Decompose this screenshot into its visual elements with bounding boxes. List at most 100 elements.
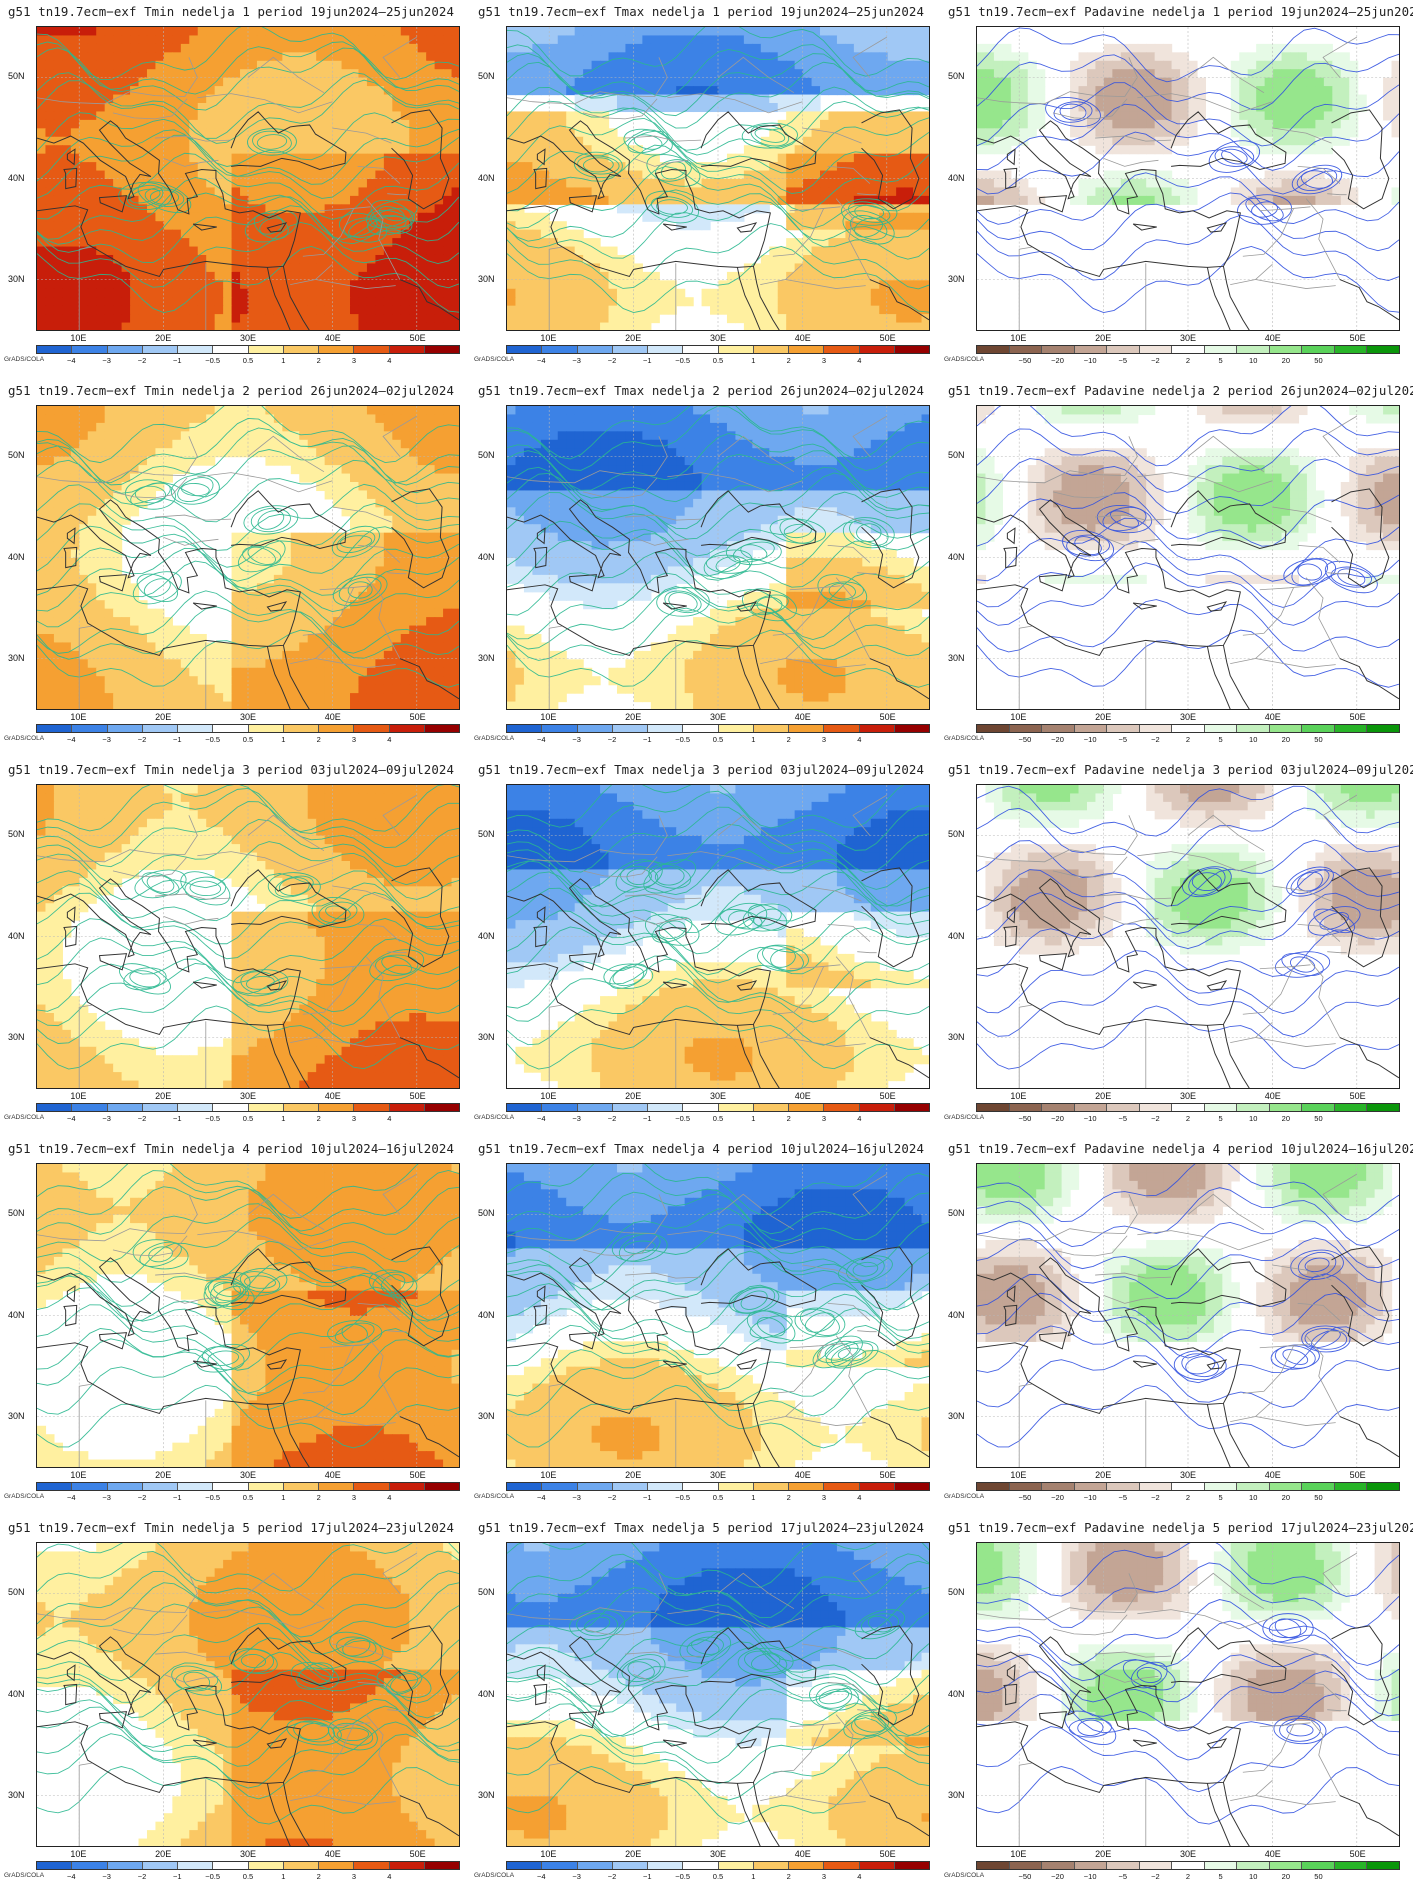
colorbar-tick-label: −0.5: [205, 356, 220, 365]
colorbar-swatch: [1172, 725, 1205, 732]
grads-credit: GrADS/COLA: [944, 735, 984, 742]
colorbar-tick-label: −1: [643, 1872, 652, 1881]
lat-label: 40N: [948, 931, 965, 941]
anomaly-field: [977, 406, 1399, 584]
lat-label: 40N: [478, 552, 495, 562]
lon-label: 50E: [410, 1091, 426, 1101]
colorbar-swatch: [1237, 1483, 1270, 1490]
colorbar-swatch: [424, 1862, 459, 1869]
colorbar-swatch: [977, 1104, 1010, 1111]
lat-label: 30N: [948, 1032, 965, 1042]
graticule: [37, 406, 459, 709]
lat-label: 30N: [8, 1032, 25, 1042]
colorbar-tick-label: 2: [1186, 356, 1190, 365]
map-panel-precip-week-4: g51 tn19.7ecm−exf Padavine nedelja 4 per…: [940, 1137, 1413, 1516]
colorbar-swatch: [648, 1483, 684, 1490]
colorbar-swatch: [72, 1104, 108, 1111]
map-svg: [977, 1543, 1399, 1846]
lon-label: 20E: [1095, 1470, 1111, 1480]
grads-credit: GrADS/COLA: [474, 1872, 514, 1879]
colorbar-tick-label: 50: [1314, 735, 1322, 744]
panel-title: g51 tn19.7ecm−exf Padavine nedelja 4 per…: [948, 1141, 1413, 1156]
colorbar-tick-label: 3: [352, 735, 356, 744]
colorbar-swatch: [542, 725, 578, 732]
colorbar-tick-label: 2: [787, 1114, 791, 1123]
colorbar-tick-label: 50: [1314, 1114, 1322, 1123]
colorbar-swatch: [683, 1104, 719, 1111]
coastlines: [977, 1246, 1399, 1467]
lon-label: 10E: [540, 1091, 556, 1101]
graticule: [37, 785, 459, 1088]
map-area: [506, 784, 930, 1089]
grads-credit: GrADS/COLA: [944, 356, 984, 363]
country-borders: [37, 794, 418, 1088]
colorbar-swatch: [283, 1104, 319, 1111]
colorbar-swatch: [1367, 1862, 1399, 1869]
colorbar-tick-label: −3: [572, 1114, 581, 1123]
colorbar-tick-label: 0.5: [243, 1493, 253, 1502]
colorbar-tick-label: 2: [787, 356, 791, 365]
colorbar-swatch: [753, 346, 789, 353]
colorbar-tick-label: 4: [857, 1872, 861, 1881]
map-area: [36, 26, 460, 331]
lon-label: 40E: [1265, 712, 1281, 722]
anomaly-field: [507, 27, 929, 330]
panel-title: g51 tn19.7ecm−exf Tmin nedelja 5 period …: [8, 1520, 454, 1535]
graticule: [977, 27, 1399, 330]
colorbar-tick-label: −2: [1151, 735, 1160, 744]
lat-label: 30N: [8, 653, 25, 663]
colorbar-swatch: [718, 1862, 754, 1869]
colorbar-tick-label: 3: [352, 1872, 356, 1881]
colorbar-tick-label: −50: [1019, 735, 1032, 744]
lon-label: 50E: [1350, 712, 1366, 722]
colorbar-swatch: [178, 1483, 214, 1490]
colorbar-swatch: [107, 1862, 143, 1869]
lon-label: 10E: [1010, 1849, 1026, 1859]
colorbar-swatch: [894, 725, 929, 732]
colorbar-swatch: [1204, 346, 1238, 353]
colorbar-tick-label: 1: [281, 1872, 285, 1881]
colorbar-swatch: [248, 1862, 284, 1869]
colorbar-swatch: [859, 1862, 895, 1869]
colorbar-tick-label: −4: [537, 356, 546, 365]
panel-title: g51 tn19.7ecm−exf Tmin nedelja 1 period …: [8, 4, 454, 19]
map-panel-tmin-week-3: g51 tn19.7ecm−exf Tmin nedelja 3 period …: [0, 758, 470, 1137]
colorbar-tick-label: −3: [572, 735, 581, 744]
lon-label: 40E: [795, 1849, 811, 1859]
colorbar-swatch: [577, 725, 613, 732]
colorbar-swatch: [753, 1104, 789, 1111]
coastlines: [977, 867, 1399, 1088]
colorbar-tick-label: 4: [857, 356, 861, 365]
grads-credit: GrADS/COLA: [4, 1493, 44, 1500]
colorbar-tick-label: 1: [281, 1493, 285, 1502]
colorbar-swatch: [142, 1104, 178, 1111]
lon-label: 30E: [240, 1849, 256, 1859]
country-borders: [37, 1552, 418, 1846]
colorbar-swatch: [789, 346, 825, 353]
colorbar-swatch: [977, 1862, 1010, 1869]
country-borders: [977, 794, 1358, 1088]
contour-lines: [507, 1164, 929, 1449]
colorbar-tick-label: −10: [1084, 1872, 1097, 1881]
colorbar-tick-label: −2: [138, 1493, 147, 1502]
anomaly-field: [37, 785, 459, 1088]
coastlines: [507, 488, 929, 709]
colorbar-tick-label: −4: [537, 1872, 546, 1881]
lat-label: 50N: [948, 71, 965, 81]
coastlines: [977, 1625, 1399, 1846]
colorbar-swatch: [894, 346, 929, 353]
colorbar-swatch: [248, 1104, 284, 1111]
colorbar-tick-label: −1: [173, 735, 182, 744]
colorbar-swatch: [389, 1862, 425, 1869]
colorbar-swatch: [507, 1483, 543, 1490]
lon-label: 10E: [1010, 1470, 1026, 1480]
colorbar-swatch: [37, 346, 73, 353]
colorbar-swatch: [1269, 346, 1303, 353]
lon-label: 30E: [240, 333, 256, 343]
colorbar-tick-label: −0.5: [675, 356, 690, 365]
lat-label: 50N: [948, 1587, 965, 1597]
colorbar-swatch: [1204, 1483, 1238, 1490]
colorbar-tick-label: −1: [173, 356, 182, 365]
lat-label: 50N: [478, 450, 495, 460]
graticule: [507, 785, 929, 1088]
